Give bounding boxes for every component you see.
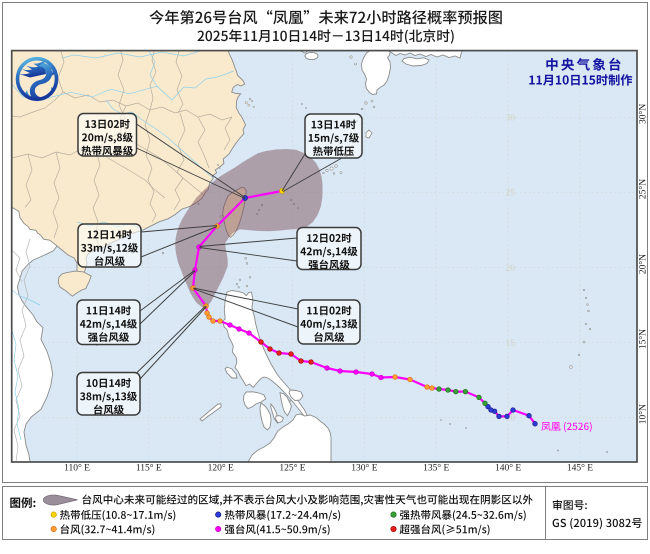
svg-text:25°N: 25°N — [637, 179, 648, 199]
svg-text:140° E: 140° E — [495, 463, 521, 474]
svg-text:10: 10 — [506, 414, 516, 424]
svg-text:20: 20 — [506, 264, 516, 274]
svg-text:10°N: 10°N — [637, 404, 648, 424]
svg-text:15°N: 15°N — [637, 329, 648, 349]
svg-text:110° E: 110° E — [64, 463, 90, 474]
svg-text:30: 30 — [506, 114, 516, 124]
svg-text:115° E: 115° E — [136, 463, 162, 474]
svg-text:15: 15 — [506, 339, 516, 349]
svg-text:120° E: 120° E — [208, 463, 234, 474]
svg-text:25: 25 — [506, 189, 516, 199]
svg-text:30°N: 30°N — [637, 104, 648, 124]
svg-text:135° E: 135° E — [423, 463, 449, 474]
svg-text:145° E: 145° E — [567, 463, 593, 474]
svg-text:20°N: 20°N — [637, 254, 648, 274]
svg-text:130° E: 130° E — [351, 463, 377, 474]
svg-text:125° E: 125° E — [279, 463, 305, 474]
